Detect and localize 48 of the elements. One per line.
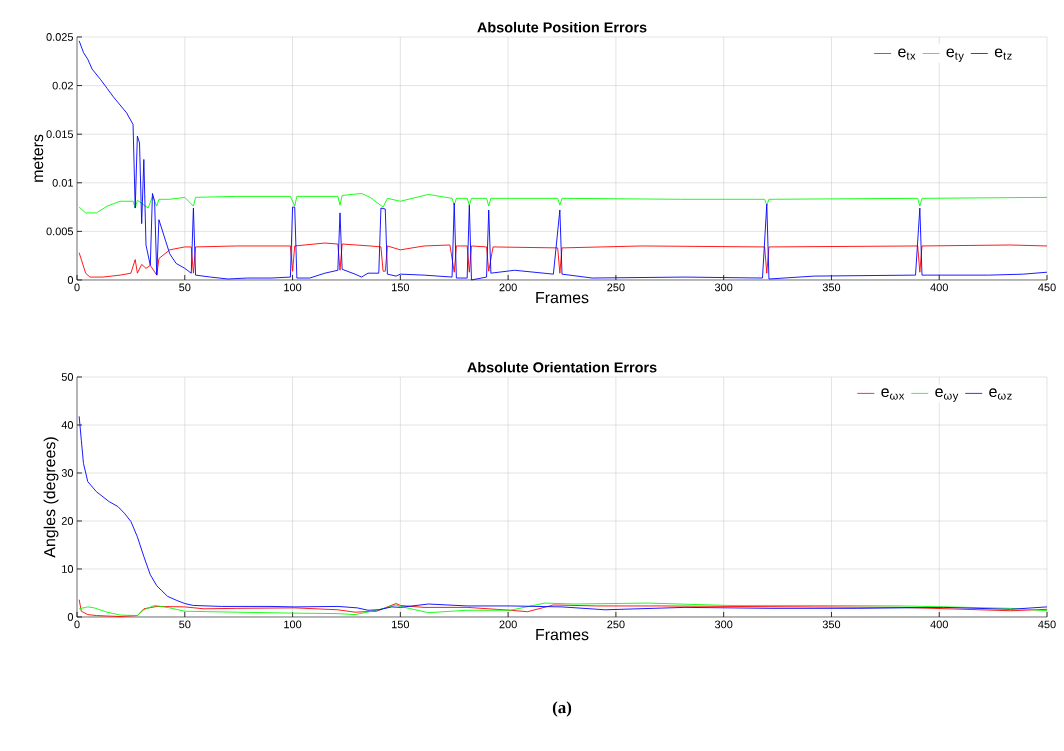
y-tick-label: 40 xyxy=(61,421,74,429)
x-tick-label: 50 xyxy=(179,283,191,292)
x-tick-label: 350 xyxy=(822,283,841,292)
x-tick-label: 400 xyxy=(930,283,948,292)
y-tick-label: 0.015 xyxy=(46,130,74,139)
y-tick-label: 0.005 xyxy=(46,227,74,236)
y-tick-label: 20 xyxy=(61,517,74,525)
text: (a) xyxy=(552,701,572,717)
x-tick-label: 150 xyxy=(392,620,410,629)
y-tick-label: 0 xyxy=(67,613,74,621)
y-tick-label: 0.01 xyxy=(52,178,73,187)
chart-title: Absolute Orientation Errors xyxy=(467,361,657,373)
x-axis-title: Frames xyxy=(536,292,589,304)
legend-label: e$_{tx}$ xyxy=(898,48,916,60)
x-tick-label: 300 xyxy=(714,283,733,292)
x-tick-label: 100 xyxy=(284,620,302,629)
chart-title: Absolute Position Errors xyxy=(477,21,647,33)
y-tick-label: 30 xyxy=(61,469,74,477)
legend-label: e$_{ty}$ xyxy=(946,48,964,62)
x-tick-label: 0 xyxy=(74,620,80,629)
line-series xyxy=(78,193,1048,214)
legend-label: e$_{ωx}$ xyxy=(881,388,905,400)
y-tick-label: 0.02 xyxy=(52,81,73,90)
legend-label: e$_{ωy}$ xyxy=(935,388,959,402)
x-tick-label: 0 xyxy=(74,283,80,292)
x-tick-label: 250 xyxy=(607,620,625,629)
legend-label: e$_{ωz}$ xyxy=(989,388,1012,400)
x-tick-label: 100 xyxy=(284,283,302,292)
x-tick-label: 250 xyxy=(607,283,625,292)
x-tick-label: 200 xyxy=(499,620,517,629)
y-axis-title: Angles (degrees) xyxy=(43,437,59,558)
legend-label: e$_{tz}$ xyxy=(994,48,1012,60)
y-tick-label: 0.025 xyxy=(46,33,74,41)
x-tick-label: 400 xyxy=(930,620,948,629)
x-tick-label: 450 xyxy=(1038,283,1056,292)
x-tick-label: 350 xyxy=(822,620,841,629)
y-tick-label: 10 xyxy=(62,565,74,573)
x-axis-title: Frames xyxy=(536,629,589,641)
y-axis-title: meters xyxy=(32,134,44,182)
line-series xyxy=(78,415,1048,611)
x-tick-label: 50 xyxy=(179,620,191,629)
y-tick-label: 50 xyxy=(61,373,74,381)
x-tick-label: 300 xyxy=(714,620,733,629)
y-tick-label: 0 xyxy=(67,276,74,284)
x-tick-label: 150 xyxy=(392,283,410,292)
line-series xyxy=(78,40,1048,281)
x-tick-label: 200 xyxy=(499,283,517,292)
x-tick-label: 450 xyxy=(1038,620,1056,629)
